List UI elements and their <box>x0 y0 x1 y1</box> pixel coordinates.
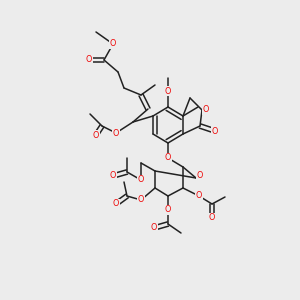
Text: O: O <box>196 191 202 200</box>
Text: O: O <box>209 214 215 223</box>
Text: O: O <box>138 196 144 205</box>
Text: O: O <box>203 106 209 115</box>
Text: O: O <box>93 130 99 140</box>
Text: O: O <box>110 40 116 49</box>
Text: O: O <box>113 200 119 208</box>
Text: O: O <box>165 206 171 214</box>
Text: O: O <box>138 176 144 184</box>
Text: O: O <box>86 56 92 64</box>
Text: O: O <box>110 172 116 181</box>
Text: O: O <box>165 86 171 95</box>
Text: O: O <box>212 127 218 136</box>
Text: O: O <box>113 128 119 137</box>
Text: O: O <box>151 224 157 232</box>
Text: O: O <box>197 170 203 179</box>
Text: O: O <box>165 154 171 163</box>
